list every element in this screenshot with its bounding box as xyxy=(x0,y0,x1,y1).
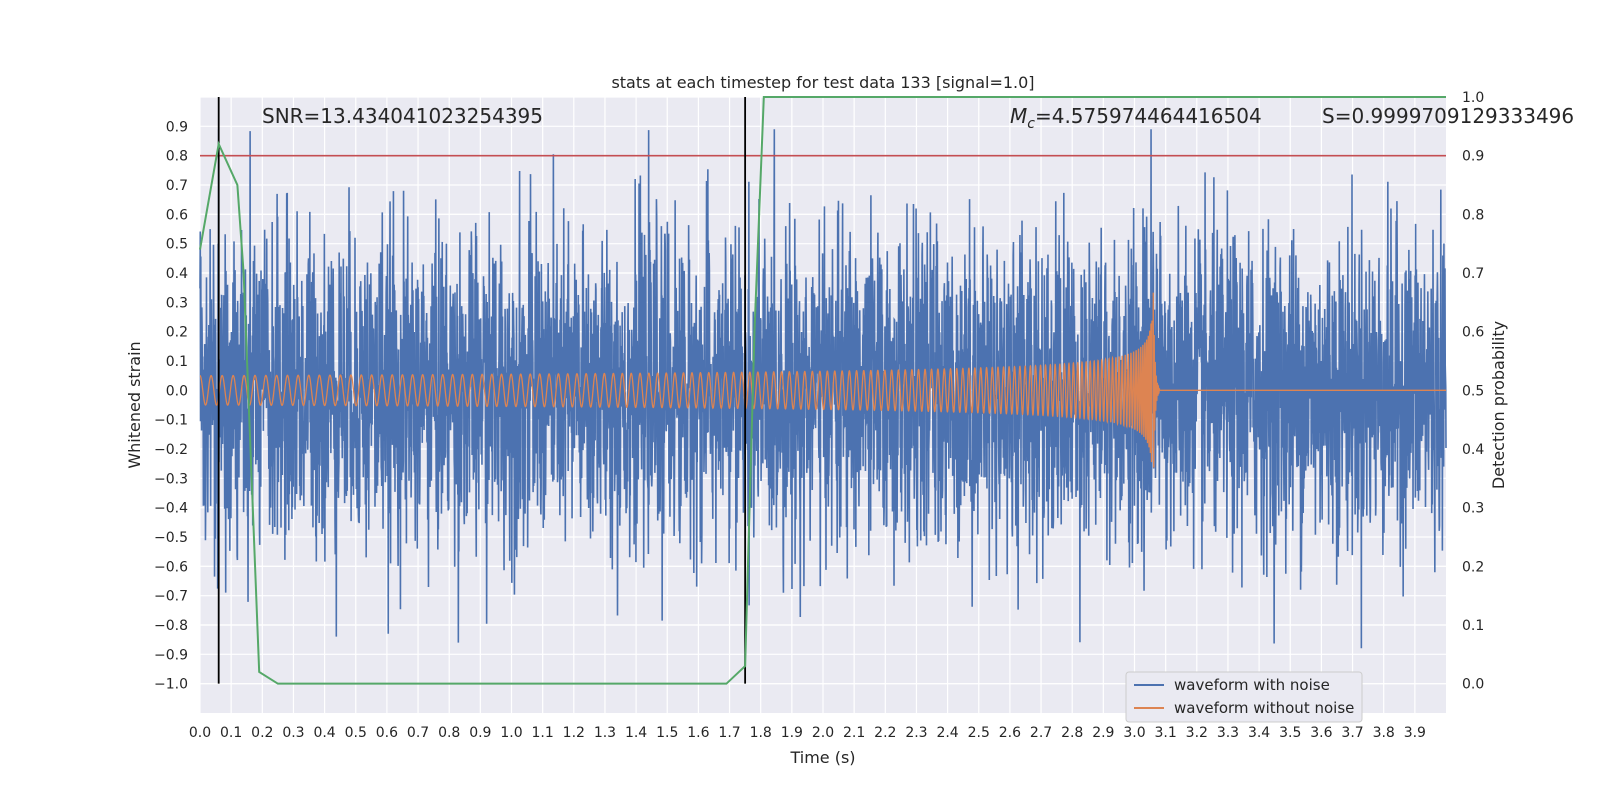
y-tick-label: 0.6 xyxy=(166,207,188,223)
y-tick-label: −0.9 xyxy=(154,647,188,663)
x-tick-label: 1.8 xyxy=(750,725,772,741)
x-tick-label: 0.7 xyxy=(407,725,429,741)
x-tick-label: 1.4 xyxy=(625,725,647,741)
x-tick-label: 0.1 xyxy=(220,725,242,741)
x-tick-label: 0.5 xyxy=(345,725,367,741)
x-tick-labels: 0.0 0.1 0.2 0.3 0.4 0.5 0.6 0.7 0.8 0.9 1.0 1.1 1.2 1… xyxy=(189,725,1426,741)
x-tick-label: 0.4 xyxy=(313,725,335,741)
y-tick-label: 0.9 xyxy=(166,119,188,135)
y-tick-labels: 0.9 0.8 0.7 0.6 0.5 0.4 0.3 0.2 0.1 0.0 −0.1 −0.2 −0… xyxy=(154,119,188,692)
y-tick-label: 0.4 xyxy=(166,266,188,282)
x-tick-label: 3.5 xyxy=(1279,725,1301,741)
x-tick-label: 3.2 xyxy=(1186,725,1208,741)
x-tick-label: 3.3 xyxy=(1217,725,1239,741)
x-tick-label: 1.3 xyxy=(594,725,616,741)
x-tick-label: 1.2 xyxy=(563,725,585,741)
x-tick-label: 2.4 xyxy=(936,725,958,741)
y-tick-label: −0.3 xyxy=(154,471,188,487)
x-tick-label: 0.0 xyxy=(189,725,211,741)
y-tick-label: −1.0 xyxy=(154,677,188,693)
x-tick-label: 2.9 xyxy=(1092,725,1114,741)
x-tick-label: 2.8 xyxy=(1061,725,1083,741)
y2-tick-label: 0.1 xyxy=(1462,618,1484,634)
x-axis-title: Time (s) xyxy=(789,748,855,767)
y-tick-label: −0.1 xyxy=(154,413,188,429)
y-tick-label: −0.8 xyxy=(154,618,188,634)
y-axis-title: Whitened strain xyxy=(125,341,144,468)
x-tick-label: 1.1 xyxy=(532,725,554,741)
x-tick-label: 1.7 xyxy=(718,725,740,741)
x-tick-label: 0.9 xyxy=(469,725,491,741)
y-tick-label: 0.2 xyxy=(166,325,188,341)
overlay-layer xyxy=(199,96,1446,685)
x-tick-label: 1.5 xyxy=(656,725,678,741)
x-tick-label: 0.6 xyxy=(376,725,398,741)
x-tick-label: 3.9 xyxy=(1404,725,1426,741)
x-tick-label: 3.0 xyxy=(1123,725,1145,741)
y2-tick-label: 1.0 xyxy=(1462,90,1484,106)
y-tick-label: 0.5 xyxy=(166,237,188,253)
clean-waveform-layer xyxy=(199,292,1446,468)
chirp-mass-subscript: c xyxy=(1027,116,1035,132)
y2-tick-label: 0.3 xyxy=(1462,501,1484,517)
y2-tick-label: 0.6 xyxy=(1462,325,1484,341)
noise-waveform-line xyxy=(199,129,1447,649)
y2-tick-label: 0.2 xyxy=(1462,559,1484,575)
x-tick-label: 3.8 xyxy=(1373,725,1395,741)
clean-waveform-line xyxy=(199,292,1446,468)
s-annotation: S=0.9999709129333496 xyxy=(1322,104,1574,128)
y2-tick-label: 0.0 xyxy=(1462,677,1484,693)
detection-probability-line xyxy=(199,96,1446,685)
chirp-mass-value: =4.575974464416504 xyxy=(1035,104,1262,128)
x-tick-label: 0.2 xyxy=(251,725,273,741)
y-tick-label: 0.3 xyxy=(166,295,188,311)
legend-noise-label: waveform with noise xyxy=(1174,676,1330,694)
x-tick-label: 3.6 xyxy=(1310,725,1332,741)
legend: waveform with noise waveform without noi… xyxy=(1125,671,1363,723)
legend-box xyxy=(1125,671,1363,723)
y-tick-label: 0.8 xyxy=(166,149,188,165)
x-tick-label: 2.0 xyxy=(812,725,834,741)
x-tick-label: 3.1 xyxy=(1155,725,1177,741)
y-tick-label: 0.1 xyxy=(166,354,188,370)
legend-clean-label: waveform without noise xyxy=(1174,699,1354,717)
x-tick-label: 2.5 xyxy=(968,725,990,741)
x-tick-label: 1.0 xyxy=(500,725,522,741)
y2-tick-label: 0.5 xyxy=(1462,383,1484,399)
x-tick-label: 0.8 xyxy=(438,725,460,741)
x-tick-label: 0.3 xyxy=(282,725,304,741)
x-tick-label: 1.9 xyxy=(781,725,803,741)
y-tick-label: −0.5 xyxy=(154,530,188,546)
y2-tick-label: 0.8 xyxy=(1462,207,1484,223)
x-tick-label: 3.7 xyxy=(1341,725,1363,741)
y-tick-label: −0.2 xyxy=(154,442,188,458)
x-tick-label: 2.7 xyxy=(1030,725,1052,741)
y-tick-label: −0.4 xyxy=(154,501,188,517)
y2-axis-title: Detection probability xyxy=(1489,321,1508,489)
y-tick-label: −0.6 xyxy=(154,559,188,575)
x-tick-label: 3.4 xyxy=(1248,725,1270,741)
y-tick-label: 0.0 xyxy=(166,383,188,399)
y2-tick-label: 0.9 xyxy=(1462,149,1484,165)
y2-tick-labels: 1.0 0.9 0.8 0.7 0.6 0.5 0.4 0.3 0.2 0.1 0.0 xyxy=(1462,90,1484,693)
chirp-mass-annotation: Mc=4.575974464416504 xyxy=(1010,104,1262,132)
chart-title: stats at each timestep for test data 133… xyxy=(611,73,1034,92)
y-tick-label: −0.7 xyxy=(154,589,188,605)
x-tick-label: 1.6 xyxy=(687,725,709,741)
y2-tick-label: 0.4 xyxy=(1462,442,1484,458)
x-tick-label: 2.6 xyxy=(999,725,1021,741)
y-tick-label: 0.7 xyxy=(166,178,188,194)
x-tick-label: 2.1 xyxy=(843,725,865,741)
x-tick-label: 2.2 xyxy=(874,725,896,741)
noise-waveform-layer xyxy=(199,129,1447,649)
snr-annotation: SNR=13.434041023254395 xyxy=(262,104,543,128)
chirp-mass-symbol: M xyxy=(1010,104,1027,128)
x-tick-label: 2.3 xyxy=(905,725,927,741)
y2-tick-label: 0.7 xyxy=(1462,266,1484,282)
